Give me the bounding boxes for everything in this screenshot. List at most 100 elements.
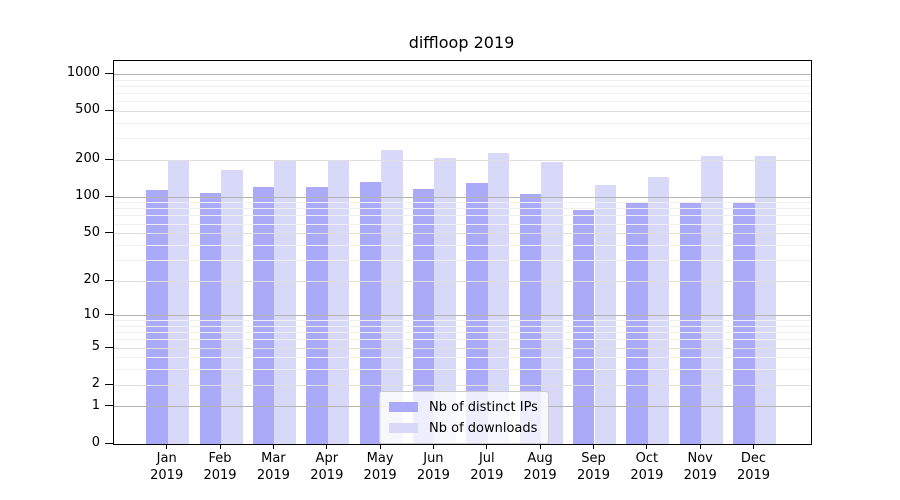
bar-downloads: [487, 153, 510, 444]
mid-gridline: [114, 110, 811, 112]
bar-distinct-ips: [679, 202, 702, 444]
chart-title: diffloop 2019: [408, 33, 515, 52]
x-tick-label: Apr 2019: [310, 451, 344, 483]
bar-downloads: [701, 155, 723, 444]
minor-gridline: [114, 244, 811, 246]
mid-gridline: [114, 280, 811, 282]
x-tick: [432, 444, 434, 449]
minor-gridline: [114, 357, 811, 359]
y-tick: [105, 195, 113, 197]
x-tick: [166, 444, 168, 449]
legend-row-downloads: Nb of downloads: [389, 419, 538, 437]
minor-gridline: [114, 332, 811, 334]
legend-row-distinct-ips: Nb of distinct IPs: [389, 398, 538, 416]
bar-downloads: [434, 157, 456, 444]
x-tick-label: Dec 2019: [736, 451, 771, 483]
x-tick-label: Jan 2019: [150, 451, 184, 483]
x-tick-label: Nov 2019: [683, 451, 717, 483]
y-tick-label: 500: [75, 102, 100, 118]
y-tick: [105, 158, 113, 160]
x-tick-label: Mar 2019: [256, 451, 290, 483]
bar-downloads: [167, 160, 190, 444]
minor-gridline: [114, 325, 811, 327]
minor-gridline: [114, 92, 811, 94]
major-gridline: [114, 73, 811, 75]
minor-gridline: [114, 369, 811, 371]
bar-downloads: [754, 155, 777, 444]
bar-distinct-ips: [466, 182, 488, 444]
minor-gridline: [114, 202, 811, 204]
x-tick-label: Jul 2019: [470, 451, 504, 483]
mid-gridline: [114, 159, 811, 161]
y-tick: [105, 314, 113, 316]
y-tick-label: 0: [91, 435, 100, 450]
y-tick-label: 1000: [66, 65, 100, 81]
y-tick: [105, 279, 113, 281]
y-tick-label: 1: [91, 397, 100, 413]
major-gridline: [114, 315, 811, 317]
y-tick-label: 10: [83, 306, 100, 322]
bar-distinct-ips: [199, 193, 222, 444]
x-tick-label: Jun 2019: [416, 451, 450, 483]
mid-gridline: [114, 384, 811, 386]
minor-gridline: [114, 122, 811, 124]
y-tick-label: 50: [83, 224, 100, 240]
minor-gridline: [114, 339, 811, 341]
minor-gridline: [114, 215, 811, 217]
minor-gridline: [114, 138, 811, 140]
plot-area: [113, 60, 812, 445]
x-tick: [326, 444, 328, 449]
legend-swatch-downloads: [389, 423, 418, 433]
y-tick: [105, 442, 113, 444]
bar-distinct-ips: [626, 202, 648, 444]
x-tick: [539, 444, 541, 449]
legend-swatch-distinct-ips: [389, 402, 418, 412]
y-tick: [105, 109, 113, 111]
y-tick-label: 100: [75, 188, 100, 204]
y-tick: [105, 405, 113, 407]
bar-downloads: [327, 161, 350, 444]
minor-gridline: [114, 79, 811, 81]
bar-downloads: [647, 176, 670, 444]
bar-distinct-ips: [359, 181, 382, 444]
x-tick: [699, 444, 701, 449]
x-tick: [379, 444, 381, 449]
minor-gridline: [114, 320, 811, 322]
x-tick: [593, 444, 594, 449]
legend: Nb of distinct IPs Nb of downloads: [379, 391, 549, 444]
x-tick-label: Aug 2019: [523, 451, 557, 483]
mid-gridline: [114, 347, 811, 349]
legend-label-distinct-ips: Nb of distinct IPs: [429, 399, 538, 415]
y-tick-label: 200: [75, 151, 100, 167]
y-tick: [105, 346, 113, 348]
y-tick: [105, 72, 113, 74]
x-tick-label: May 2019: [363, 451, 397, 483]
y-tick: [105, 232, 113, 234]
bar-downloads: [221, 170, 243, 444]
bar-downloads: [274, 161, 296, 444]
x-tick-label: Feb 2019: [203, 451, 237, 483]
x-tick: [486, 444, 488, 449]
x-tick: [272, 444, 274, 449]
x-tick-label: Sep 2019: [576, 451, 611, 483]
x-tick-label: Oct 2019: [630, 451, 664, 483]
x-tick: [753, 444, 754, 449]
minor-gridline: [114, 223, 811, 225]
y-tick-label: 5: [91, 339, 100, 355]
bar-downloads: [541, 162, 563, 444]
minor-gridline: [114, 85, 811, 87]
minor-gridline: [114, 259, 811, 261]
major-gridline: [114, 196, 811, 198]
mid-gridline: [114, 233, 811, 235]
bar-distinct-ips: [146, 189, 168, 444]
y-tick-label: 2: [91, 376, 100, 392]
minor-gridline: [114, 208, 811, 210]
x-tick: [646, 444, 648, 449]
x-tick: [219, 444, 221, 449]
minor-gridline: [114, 101, 811, 103]
y-tick: [105, 383, 113, 385]
bar-distinct-ips: [733, 202, 755, 444]
bar-distinct-ips: [412, 189, 435, 444]
bar-distinct-ips: [519, 193, 542, 444]
